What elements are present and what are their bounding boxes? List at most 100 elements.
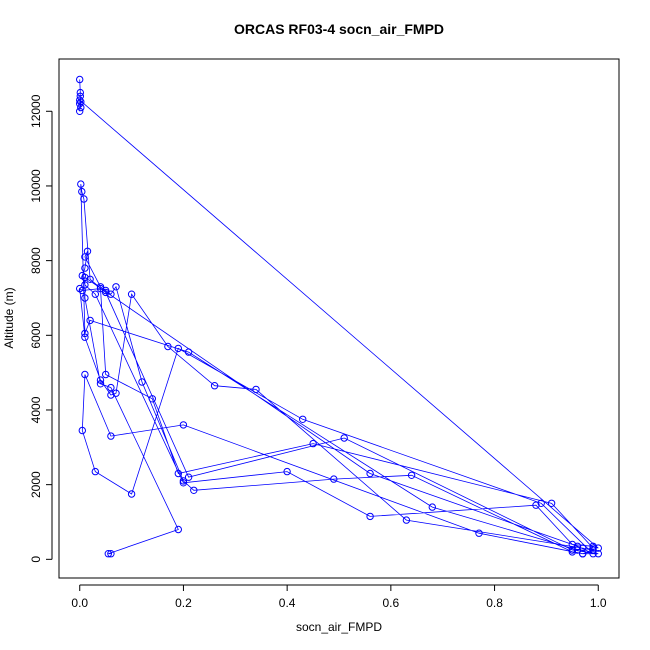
data-point bbox=[107, 432, 115, 440]
data-point bbox=[309, 439, 317, 448]
data-point bbox=[104, 550, 113, 558]
x-axis: 0.0 0.2 0.4 0.6 0.8 1.0 bbox=[71, 584, 607, 610]
data-point bbox=[102, 288, 110, 297]
data-point bbox=[568, 548, 576, 556]
data-point bbox=[78, 286, 87, 295]
data-point bbox=[112, 389, 120, 397]
data-point bbox=[340, 434, 348, 442]
x-tick-label: 0.4 bbox=[279, 596, 296, 610]
data-point bbox=[184, 473, 193, 481]
data-point bbox=[330, 475, 338, 483]
data-point bbox=[86, 316, 94, 325]
data-point bbox=[252, 385, 260, 394]
series-layer bbox=[76, 75, 602, 558]
data-point bbox=[96, 284, 105, 293]
data-point bbox=[568, 540, 576, 549]
data-point bbox=[81, 370, 89, 379]
data-point bbox=[407, 471, 416, 479]
data-point bbox=[107, 550, 115, 558]
data-point bbox=[76, 88, 85, 97]
data-point bbox=[366, 469, 374, 478]
data-point bbox=[475, 529, 483, 537]
chart-title: ORCAS RF03-4 socn_air_FMPD bbox=[234, 21, 444, 37]
data-point bbox=[107, 383, 115, 392]
y-tick-label: 2000 bbox=[29, 471, 43, 498]
data-point bbox=[579, 544, 587, 552]
x-tick-label: 1.0 bbox=[590, 596, 607, 610]
data-point bbox=[164, 342, 172, 351]
data-point bbox=[174, 344, 183, 353]
data-point bbox=[589, 544, 597, 552]
data-point bbox=[179, 421, 188, 429]
data-point bbox=[138, 378, 146, 386]
data-point bbox=[573, 546, 582, 554]
y-axis-label: Altitude (m) bbox=[2, 287, 16, 348]
data-point bbox=[81, 273, 89, 282]
data-point bbox=[81, 264, 89, 272]
data-point bbox=[594, 550, 602, 558]
data-point bbox=[81, 333, 89, 341]
data-point bbox=[76, 100, 84, 108]
data-point bbox=[76, 107, 84, 116]
data-point bbox=[366, 512, 374, 521]
data-point bbox=[81, 294, 89, 302]
data-point bbox=[179, 477, 188, 485]
y-tick-label: 12000 bbox=[29, 94, 43, 128]
data-point bbox=[91, 290, 100, 298]
data-point bbox=[76, 75, 84, 84]
data-point bbox=[579, 550, 587, 558]
data-point bbox=[573, 542, 582, 550]
y-tick-label: 6000 bbox=[29, 322, 43, 349]
data-point bbox=[76, 96, 84, 104]
y-axis: 0 2000 4000 6000 8000 10000 12000 bbox=[29, 94, 53, 563]
data-point bbox=[210, 382, 219, 390]
data-point bbox=[174, 525, 183, 534]
data-point bbox=[102, 370, 110, 379]
data-point bbox=[179, 479, 188, 487]
data-point bbox=[77, 103, 85, 112]
series-line bbox=[79, 79, 599, 555]
data-point bbox=[77, 180, 85, 188]
y-tick-label: 10000 bbox=[29, 169, 43, 203]
data-point bbox=[96, 380, 105, 388]
data-point bbox=[532, 501, 540, 509]
data-point bbox=[594, 544, 602, 552]
data-point bbox=[127, 490, 136, 498]
data-point bbox=[80, 195, 88, 203]
x-tick-label: 0.8 bbox=[486, 596, 503, 610]
y-tick-label: 0 bbox=[29, 556, 43, 563]
data-point bbox=[589, 550, 597, 558]
data-point bbox=[184, 348, 193, 356]
x-tick-label: 0.2 bbox=[175, 596, 192, 610]
data-point bbox=[190, 486, 198, 494]
data-point bbox=[78, 187, 86, 196]
data-point bbox=[78, 426, 87, 435]
data-point bbox=[299, 415, 307, 423]
data-point bbox=[589, 546, 597, 554]
data-point bbox=[112, 283, 120, 291]
data-point bbox=[76, 92, 85, 101]
data-point bbox=[107, 290, 115, 298]
data-point bbox=[283, 467, 291, 476]
data-point bbox=[174, 469, 183, 478]
y-tick-label: 8000 bbox=[29, 247, 43, 274]
y-tick-label: 4000 bbox=[29, 396, 43, 423]
data-point bbox=[86, 275, 94, 283]
data-point bbox=[428, 503, 436, 511]
data-point bbox=[127, 290, 136, 298]
data-point bbox=[81, 329, 89, 338]
data-point bbox=[77, 98, 85, 106]
data-point bbox=[537, 499, 545, 507]
data-point bbox=[402, 516, 411, 524]
data-point bbox=[148, 395, 157, 403]
data-point bbox=[91, 467, 100, 476]
x-tick-label: 0.0 bbox=[71, 596, 88, 610]
x-tick-label: 0.6 bbox=[383, 596, 400, 610]
data-point bbox=[107, 391, 115, 399]
plot-frame bbox=[58, 58, 620, 579]
data-point bbox=[96, 376, 105, 384]
x-axis-label: socn_air_FMPD bbox=[296, 620, 382, 634]
data-point bbox=[547, 499, 556, 507]
data-point bbox=[81, 253, 89, 261]
